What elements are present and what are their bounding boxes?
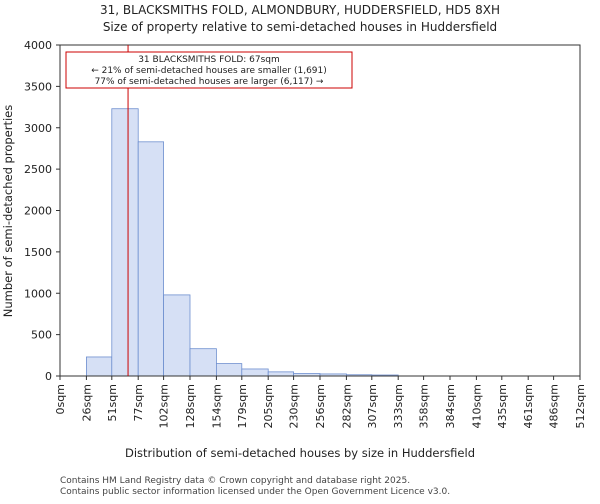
plot-frame (59, 44, 581, 377)
y-tick-label: 3500 (24, 80, 52, 93)
histogram-bar (267, 371, 294, 377)
bars-group (86, 108, 399, 377)
chart-title: 31, BLACKSMITHS FOLD, ALMONDBURY, HUDDER… (100, 3, 500, 17)
annotation-line: 77% of semi-detached houses are larger (… (95, 77, 324, 87)
y-tick-label: 0 (45, 370, 52, 383)
x-tick-label: 205sqm (262, 384, 275, 428)
y-tick-label: 4000 (24, 39, 52, 52)
annotation-line: ← 21% of semi-detached houses are smalle… (91, 66, 327, 76)
x-axis-label: Distribution of semi-detached houses by … (125, 446, 475, 460)
x-tick-label: 77sqm (132, 384, 145, 421)
x-tick-label: 410sqm (470, 384, 483, 428)
x-tick-label: 486sqm (548, 384, 561, 428)
annotation-box (65, 51, 353, 89)
y-tick-label: 500 (31, 329, 52, 342)
y-tick-label: 1000 (24, 287, 52, 300)
x-tick-label: 307sqm (366, 384, 379, 428)
x-tick-label: 282sqm (340, 384, 353, 428)
x-axis: 0sqm 26sqm 51sqm 77sqm 102sqm 128sqm 154sqm 179… (54, 376, 587, 428)
y-axis: 0 500 1000 1500 2000 2500 3000 3500 4000 (24, 39, 60, 383)
histogram-bar (111, 108, 139, 377)
x-tick-label: 51sqm (106, 384, 119, 421)
x-tick-label: 435sqm (496, 384, 509, 428)
y-axis-label: Number of semi-detached properties (1, 105, 15, 317)
x-tick-label: 102sqm (158, 384, 171, 428)
histogram-bar (241, 368, 269, 377)
x-tick-label: 384sqm (444, 384, 457, 428)
x-tick-label: 230sqm (288, 384, 301, 428)
y-tick-label: 2000 (24, 205, 52, 218)
histogram-bar (216, 363, 243, 377)
y-tick-label: 3000 (24, 122, 52, 135)
x-tick-label: 128sqm (184, 384, 197, 428)
x-tick-label: 26sqm (80, 384, 93, 421)
x-tick-label: 461sqm (522, 384, 535, 428)
x-tick-label: 154sqm (210, 384, 223, 428)
histogram-bar (163, 294, 191, 377)
y-tick-label: 2500 (24, 163, 52, 176)
chart-subtitle: Size of property relative to semi-detach… (103, 20, 497, 34)
marker-group: 31 BLACKSMITHS FOLD: 67sqm← 21% of semi-… (65, 45, 353, 376)
histogram-bar (137, 141, 164, 377)
histogram-bar (189, 348, 217, 377)
x-tick-label: 0sqm (54, 384, 67, 414)
x-tick-label: 179sqm (236, 384, 249, 428)
y-tick-label: 1500 (24, 246, 52, 259)
footer-line-1: Contains HM Land Registry data © Crown c… (60, 476, 410, 486)
histogram-bar (86, 356, 113, 377)
x-tick-label: 512sqm (574, 384, 587, 428)
footer-line-2: Contains public sector information licen… (60, 487, 450, 497)
x-tick-label: 256sqm (314, 384, 327, 428)
x-tick-label: 358sqm (418, 384, 431, 428)
x-tick-label: 333sqm (392, 384, 405, 428)
annotation-line: 31 BLACKSMITHS FOLD: 67sqm (138, 55, 280, 65)
